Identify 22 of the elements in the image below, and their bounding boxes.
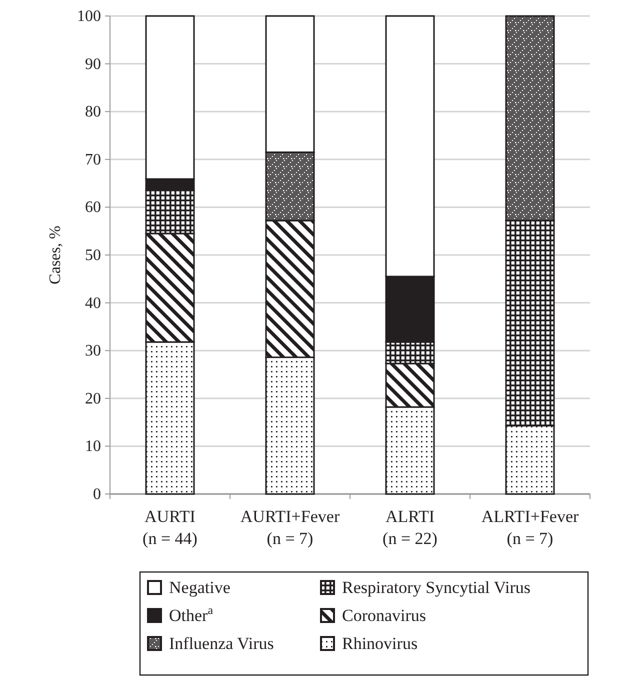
y-tick-label: 50 xyxy=(85,247,101,264)
y-tick-label: 60 xyxy=(85,199,101,216)
legend-label: Influenza Virus xyxy=(169,634,274,653)
y-tick-label: 100 xyxy=(77,8,101,25)
legend-label: Rhinovirus xyxy=(342,634,418,653)
y-tick-label: 80 xyxy=(85,104,101,121)
y-axis-title: Cases, % xyxy=(47,226,64,284)
x-tick-label: ALRTI (n = 22) xyxy=(382,507,438,548)
y-tick-label: 10 xyxy=(85,438,101,456)
x-tick-label: AURTI+Fever (n = 7) xyxy=(240,507,340,548)
y-tick-label: 90 xyxy=(85,56,101,73)
x-tick-label: ALRTI+Fever (n = 7) xyxy=(481,507,579,548)
x-tick-label: AURTI (n = 44) xyxy=(142,507,198,548)
legend-label: Other$^{a}$ xyxy=(169,603,214,625)
y-tick-label: 30 xyxy=(85,342,101,360)
legend-label: Respiratory Syncytial Virus xyxy=(342,578,530,597)
y-tick-label: 0 xyxy=(93,486,101,503)
y-tick-label: 20 xyxy=(85,390,101,408)
legend-label: Negative xyxy=(169,578,230,597)
legend-label: Coronavirus xyxy=(342,606,426,625)
y-tick-label: 40 xyxy=(85,294,101,312)
y-tick-label: 70 xyxy=(85,151,101,168)
